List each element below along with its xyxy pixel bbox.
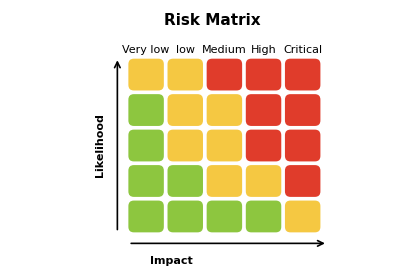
Text: low: low	[176, 45, 195, 55]
FancyBboxPatch shape	[207, 59, 242, 90]
FancyBboxPatch shape	[207, 130, 242, 161]
FancyBboxPatch shape	[285, 200, 320, 232]
FancyBboxPatch shape	[168, 165, 203, 197]
FancyBboxPatch shape	[168, 200, 203, 232]
FancyBboxPatch shape	[129, 59, 164, 90]
Text: Likelihood: Likelihood	[95, 114, 105, 178]
FancyBboxPatch shape	[207, 200, 242, 232]
FancyBboxPatch shape	[129, 165, 164, 197]
FancyBboxPatch shape	[246, 130, 281, 161]
Title: Risk Matrix: Risk Matrix	[164, 13, 260, 28]
Text: Critical: Critical	[283, 45, 322, 55]
FancyBboxPatch shape	[246, 165, 281, 197]
FancyBboxPatch shape	[285, 165, 320, 197]
FancyBboxPatch shape	[285, 130, 320, 161]
FancyBboxPatch shape	[129, 94, 164, 126]
Text: High: High	[251, 45, 276, 55]
Text: Impact: Impact	[150, 256, 193, 266]
FancyBboxPatch shape	[246, 200, 281, 232]
FancyBboxPatch shape	[168, 94, 203, 126]
Text: Very low: Very low	[122, 45, 170, 55]
Text: Medium: Medium	[202, 45, 247, 55]
FancyBboxPatch shape	[168, 130, 203, 161]
FancyBboxPatch shape	[285, 59, 320, 90]
FancyBboxPatch shape	[285, 94, 320, 126]
FancyBboxPatch shape	[129, 130, 164, 161]
FancyBboxPatch shape	[246, 94, 281, 126]
FancyBboxPatch shape	[168, 59, 203, 90]
FancyBboxPatch shape	[246, 59, 281, 90]
FancyBboxPatch shape	[207, 165, 242, 197]
FancyBboxPatch shape	[207, 94, 242, 126]
FancyBboxPatch shape	[129, 200, 164, 232]
